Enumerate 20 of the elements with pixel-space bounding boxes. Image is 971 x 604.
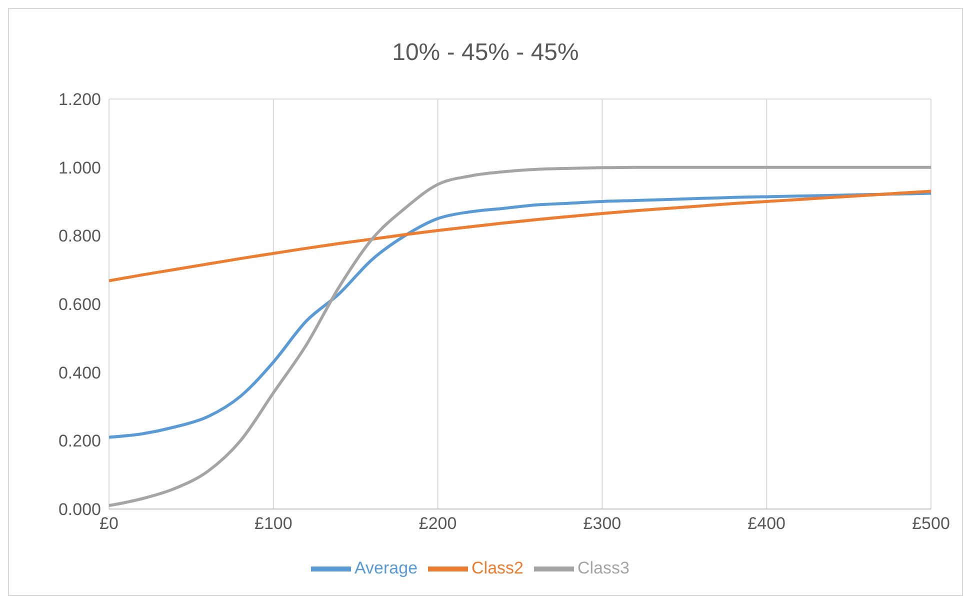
- y-tick-label: 0.600: [58, 295, 101, 314]
- y-tick-label: 0.200: [58, 432, 101, 451]
- y-tick-label: 0.800: [58, 226, 101, 246]
- x-tick-label: £500: [912, 514, 950, 534]
- chart-title: 10% - 45% - 45%: [391, 39, 580, 68]
- line-series: [109, 166, 931, 508]
- x-tick-label: £400: [748, 514, 786, 534]
- x-tick-label: £100: [254, 514, 292, 534]
- x-tick-label: £200: [418, 514, 457, 534]
- line-series: [109, 190, 931, 282]
- legend-label: Class2: [472, 558, 524, 578]
- y-tick-label: 1.000: [58, 158, 101, 178]
- line-series: [109, 192, 931, 439]
- legend-label: Class3: [578, 558, 630, 578]
- y-tick-label: 1.200: [58, 90, 101, 110]
- x-tick-label: £0: [100, 514, 118, 534]
- x-tick-label: £300: [583, 514, 622, 534]
- y-tick-label: 0.000: [58, 500, 101, 520]
- y-tick-label: 0.400: [58, 363, 101, 382]
- legend-label: Average: [354, 558, 418, 578]
